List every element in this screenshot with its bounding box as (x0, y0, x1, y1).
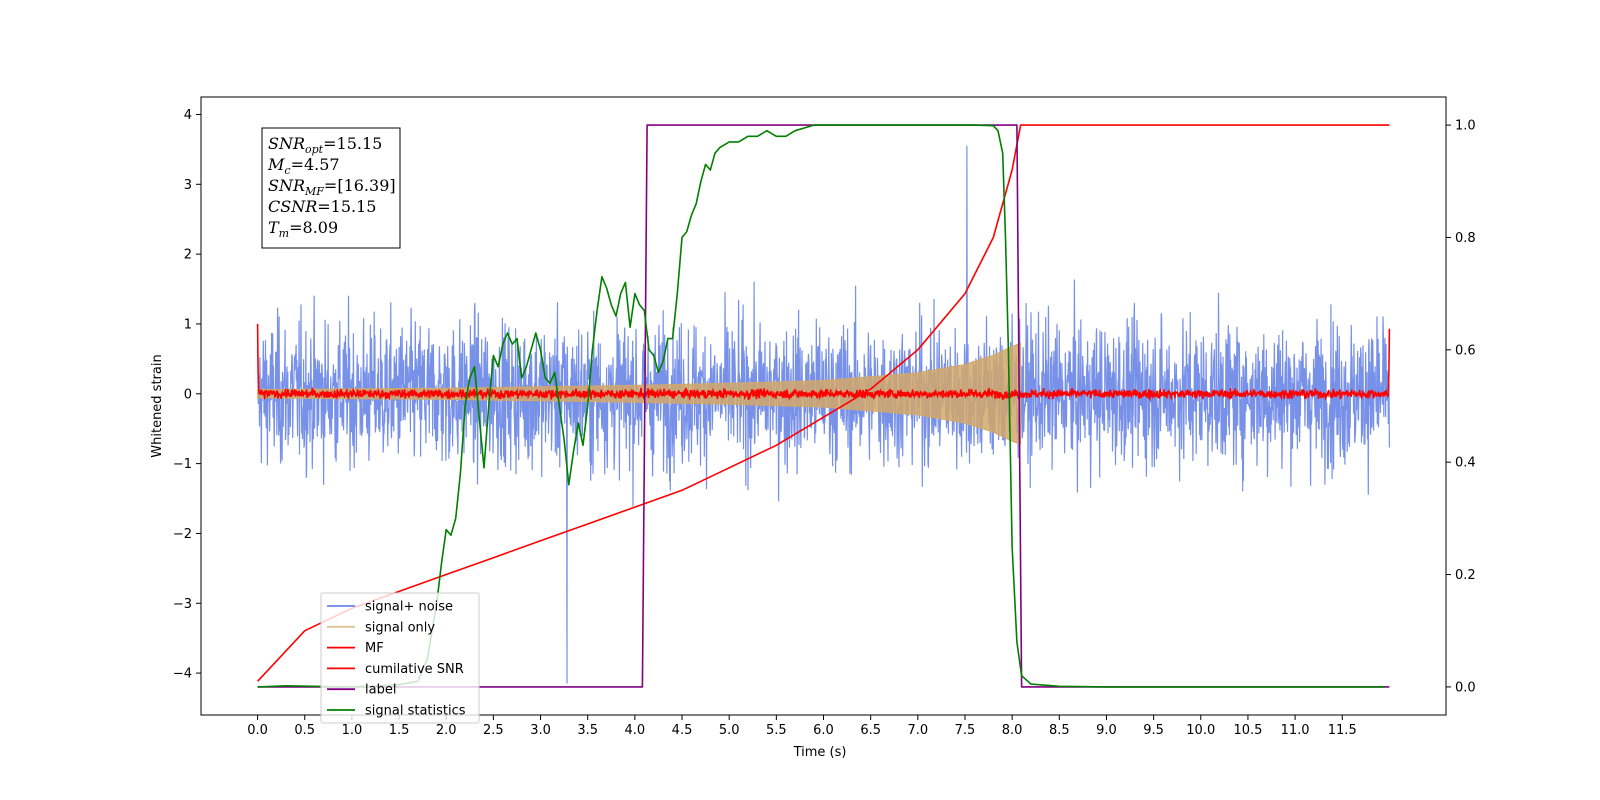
y-tick-label: 0 (184, 387, 192, 402)
x-tick-label: 0.5 (294, 723, 315, 738)
series-signal-plus-noise (257, 145, 1390, 684)
x-tick-label: 2.0 (436, 723, 457, 738)
x-tick-label: 9.0 (1096, 723, 1117, 738)
x-tick-label: 8.5 (1049, 723, 1070, 738)
series-cumilative-snr (257, 124, 1390, 682)
legend-label: signal statistics (365, 704, 466, 719)
x-tick-label: 10.5 (1233, 723, 1262, 738)
y2-tick-label: 0.2 (1455, 568, 1476, 583)
legend-frame (320, 592, 480, 724)
y-tick-label: −3 (173, 597, 192, 612)
x-tick-label: 11.0 (1281, 723, 1310, 738)
x-tick-label: 3.5 (577, 723, 598, 738)
x-tick-label: 1.0 (342, 723, 363, 738)
annotation-line: Mc=4.57 (267, 155, 340, 177)
x-tick-label: 4.5 (672, 723, 693, 738)
x-tick-label: 8.0 (1002, 723, 1023, 738)
x-tick-label: 6.5 (860, 723, 881, 738)
y-tick-label: −2 (173, 527, 192, 542)
y-tick-label: 2 (184, 248, 192, 263)
annotation-line: SNRopt=15.15 (268, 134, 382, 156)
y-axis-label: Whitened strain (150, 354, 165, 457)
y2-tick-label: 1.0 (1455, 119, 1476, 134)
x-tick-label: 0.0 (247, 723, 268, 738)
annotation-box: SNRopt=15.15Mc=4.57SNRMF=[16.39]CSNR=15.… (261, 127, 401, 249)
x-tick-label: 4.0 (625, 723, 646, 738)
y-tick-label: 3 (184, 178, 192, 193)
y2-tick-label: 0.0 (1455, 680, 1476, 695)
x-tick-label: 9.5 (1143, 723, 1164, 738)
y-tick-label: −1 (173, 457, 192, 472)
legend-label: signal+ noise (365, 600, 453, 615)
x-tick-label: 7.5 (955, 723, 976, 738)
y2-tick-label: 0.6 (1455, 343, 1476, 358)
y2-tick-label: 0.8 (1455, 231, 1476, 246)
y-tick-label: −4 (173, 667, 192, 682)
x-tick-label: 11.5 (1328, 723, 1357, 738)
y-tick-label: 1 (184, 317, 192, 332)
x-tick-label: 2.5 (483, 723, 504, 738)
y-axis-left: −4 −3 −2 −1 0 1 2 3 4 (173, 108, 201, 682)
x-tick-label: 6.0 (813, 723, 834, 738)
annotation-line: SNRMF=[16.39] (268, 176, 396, 198)
series-mf (256, 323, 1391, 402)
x-tick-label: 1.5 (389, 723, 410, 738)
legend-label: cumilative SNR (365, 662, 464, 677)
y2-tick-label: 0.4 (1455, 456, 1476, 471)
x-tick-label: 7.0 (907, 723, 928, 738)
legend-label: MF (365, 641, 384, 656)
legend: signal+ noise signal only MF cumilative SNR… (320, 592, 480, 724)
y-tick-label: 4 (184, 108, 192, 123)
legend-label: label (365, 683, 396, 698)
annotation-line: CSNR=15.15 (268, 197, 376, 216)
x-axis-label: Time (s) (793, 745, 847, 760)
x-axis: 0.0 0.5 1.0 1.5 2.0 2.5 3.0 3.5 4.0 4.5 5.0 5.5 6.0 6… (247, 715, 1357, 738)
x-tick-label: 5.0 (719, 723, 740, 738)
annotation-frame (261, 127, 401, 249)
series-signal-statistics (257, 124, 1385, 688)
x-tick-label: 5.5 (766, 723, 787, 738)
legend-label: signal only (365, 620, 435, 635)
x-tick-label: 10.0 (1186, 723, 1215, 738)
y-axis-right: 0.0 0.2 0.4 0.6 0.8 1.0 (1446, 119, 1476, 695)
x-tick-label: 3.0 (530, 723, 551, 738)
series-layer (256, 124, 1391, 688)
plot-area (200, 96, 1447, 716)
annotation-line: Tm=8.09 (268, 218, 338, 240)
